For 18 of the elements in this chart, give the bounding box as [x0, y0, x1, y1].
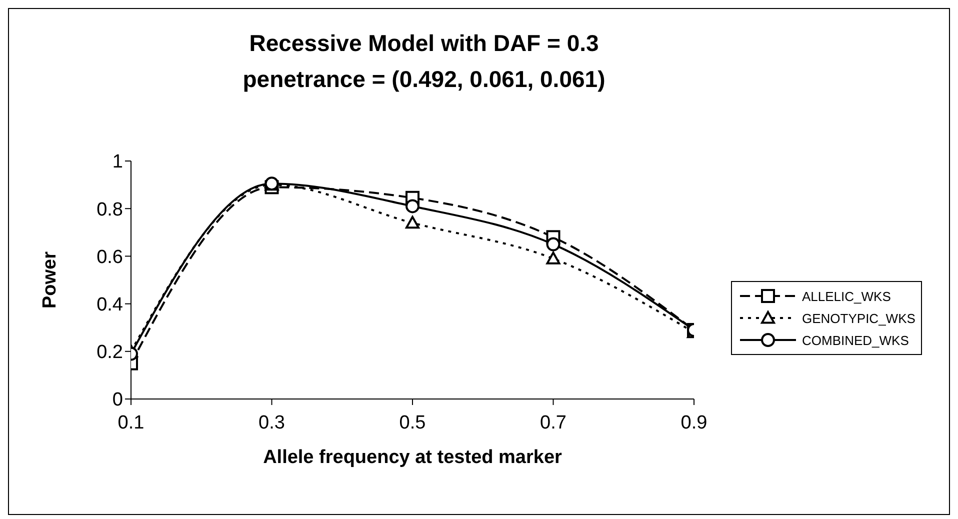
y-tick-label: 0.4 — [96, 294, 124, 316]
x-axis-title: Allele frequency at tested marker — [263, 447, 563, 468]
y-tick-label: 0.2 — [96, 342, 123, 364]
y-tick-label: 0.8 — [96, 199, 123, 220]
legend-label: ALLELIC_WKS — [802, 288, 891, 304]
y-tick-label: 1 — [112, 152, 123, 173]
legend-label: GENOTYPIC_WKS — [802, 310, 916, 326]
legend-label: COMBINED_WKS — [802, 332, 909, 348]
y-tick-label: 0.6 — [96, 246, 123, 268]
x-tick-label: 0.3 — [258, 412, 285, 434]
y-tick-label: 0 — [112, 390, 123, 411]
x-tick-label: 0.5 — [399, 412, 426, 434]
x-tick-label: 0.1 — [118, 412, 144, 434]
x-tick-label: 0.7 — [540, 412, 566, 434]
chart-subtitle: penetrance = (0.492, 0.061, 0.061) — [242, 65, 606, 94]
y-axis-title: Power — [40, 250, 61, 309]
x-tick-label: 0.9 — [680, 412, 708, 434]
chart-title: Recessive Model with DAF = 0.3 — [248, 29, 600, 58]
